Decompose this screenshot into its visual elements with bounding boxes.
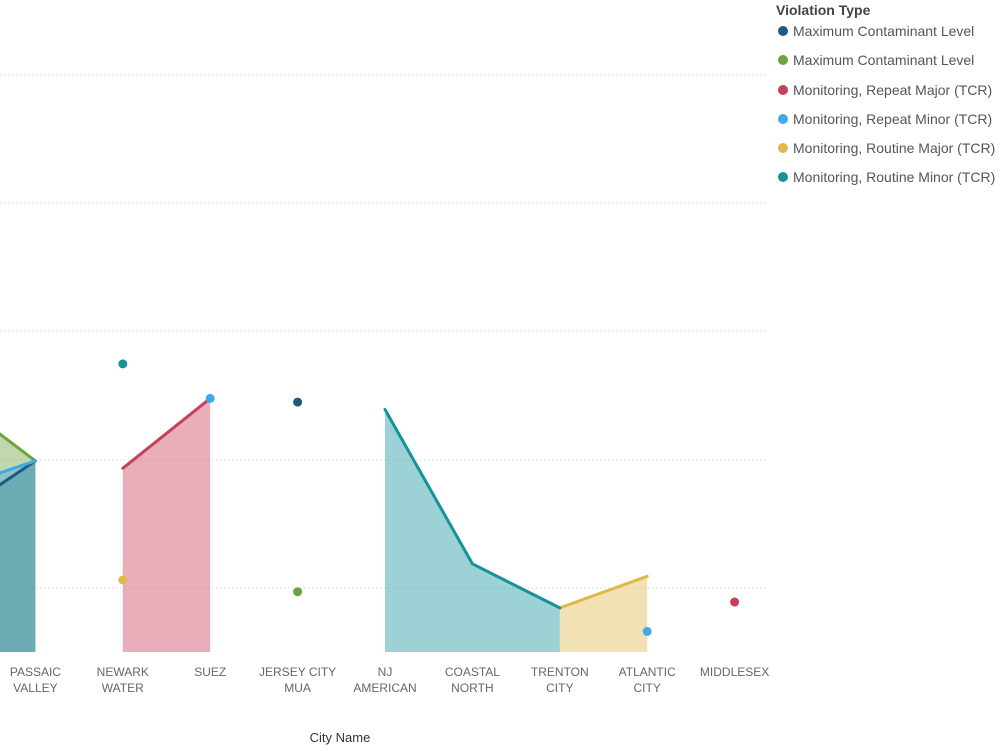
area-series-4-seg-7	[559, 576, 648, 652]
area-series-3-seg-0	[0, 460, 36, 652]
point-series-4-cat-2	[118, 575, 128, 585]
point-series-3-cat-3	[205, 393, 215, 403]
x-tick-label-6-line-1: NORTH	[451, 681, 493, 695]
x-tick-label-5-line-1: AMERICAN	[353, 681, 416, 695]
x-tick-label-2-line-0: NEWARK	[97, 665, 149, 679]
x-tick-label-8-line-1: CITY	[634, 681, 661, 695]
line-series-5-seg-5	[383, 407, 474, 566]
area-series-1-seg-0	[0, 434, 36, 652]
x-axis-title: City Name	[310, 730, 371, 745]
x-tick-label-2-line-1: WATER	[102, 681, 144, 695]
legend-marker-4	[778, 143, 788, 154]
point-series-5-cat-2	[118, 359, 128, 369]
x-tick-label-8-line-0: ATLANTIC	[619, 665, 676, 679]
x-axis-ticks: PASSAIC VALLEY NEWARK WATER SUEZ JERSEY CITY M…	[10, 665, 769, 695]
line-series-2-seg-2	[121, 396, 212, 470]
grid-lines	[0, 74, 768, 589]
x-tick-label-4-line-1: MUA	[284, 681, 311, 695]
point-series-0-cat-4	[293, 397, 303, 407]
x-tick-label-4-line-0: JERSEY CITY	[259, 665, 336, 679]
legend-items: Maximum Contaminant Level Maximum Contami…	[776, 22, 1000, 198]
legend-item-5[interactable]: Monitoring, Routine Minor (TCR)	[776, 168, 1000, 197]
x-tick-label-3-line-0: SUEZ	[194, 665, 226, 679]
legend-item-4[interactable]: Monitoring, Routine Major (TCR)	[776, 139, 1000, 168]
legend: Violation Type Maximum Contaminant Level…	[776, 2, 1000, 198]
series-points	[118, 359, 740, 636]
area-series-0-seg-0	[0, 460, 36, 652]
legend-marker-0	[778, 26, 788, 36]
x-tick-label-7-line-1: CITY	[546, 681, 573, 695]
legend-label-3: Monitoring, Repeat Minor (TCR)	[793, 110, 993, 127]
legend-label-5: Monitoring, Routine Minor (TCR)	[793, 169, 996, 186]
x-tick-label-5-line-0: NJ	[378, 665, 393, 679]
legend-marker-3	[778, 113, 788, 124]
line-series-5-seg-6	[470, 562, 562, 610]
line-series-0-seg-0	[0, 459, 37, 487]
x-tick-label-1-line-1: VALLEY	[13, 681, 57, 695]
legend-label-1: Maximum Contaminant Level	[793, 52, 975, 69]
legend-item-3[interactable]: Monitoring, Repeat Minor (TCR)	[776, 110, 1000, 139]
legend-marker-5	[778, 172, 788, 183]
point-series-1-cat-4	[293, 587, 303, 597]
area-series-2-seg-2	[122, 398, 211, 652]
legend-label-4: Monitoring, Routine Major (TCR)	[793, 140, 996, 157]
legend-title: Violation Type	[776, 2, 871, 18]
legend-item-1[interactable]: Maximum Contaminant Level	[776, 51, 1000, 80]
point-series-3-cat-8	[642, 626, 652, 636]
x-tick-label-7-line-0: TRENTON	[531, 665, 589, 679]
area-series-5-seg-6	[472, 563, 560, 652]
point-series-2-cat-9	[730, 597, 740, 607]
legend-label-2: Monitoring, Repeat Major (TCR)	[793, 81, 993, 98]
x-tick-label-6-line-0: COASTAL	[445, 665, 500, 679]
series-areas	[0, 398, 648, 652]
legend-item-0[interactable]: Maximum Contaminant Level	[776, 22, 1000, 51]
x-tick-label-1-line-0: PASSAIC	[10, 665, 61, 679]
area-series-5-seg-5	[385, 409, 473, 652]
line-series-1-seg-0	[0, 432, 37, 463]
legend-label-0: Maximum Contaminant Level	[793, 23, 975, 39]
legend-item-2[interactable]: Monitoring, Repeat Major (TCR)	[776, 81, 1000, 110]
legend-marker-2	[778, 84, 788, 95]
line-series-3-seg-0	[0, 459, 37, 475]
legend-marker-1	[778, 55, 788, 66]
line-series-4-seg-7	[558, 574, 649, 610]
series-lines	[0, 396, 649, 610]
x-tick-label-9-line-0: MIDDLESEX	[700, 665, 769, 679]
